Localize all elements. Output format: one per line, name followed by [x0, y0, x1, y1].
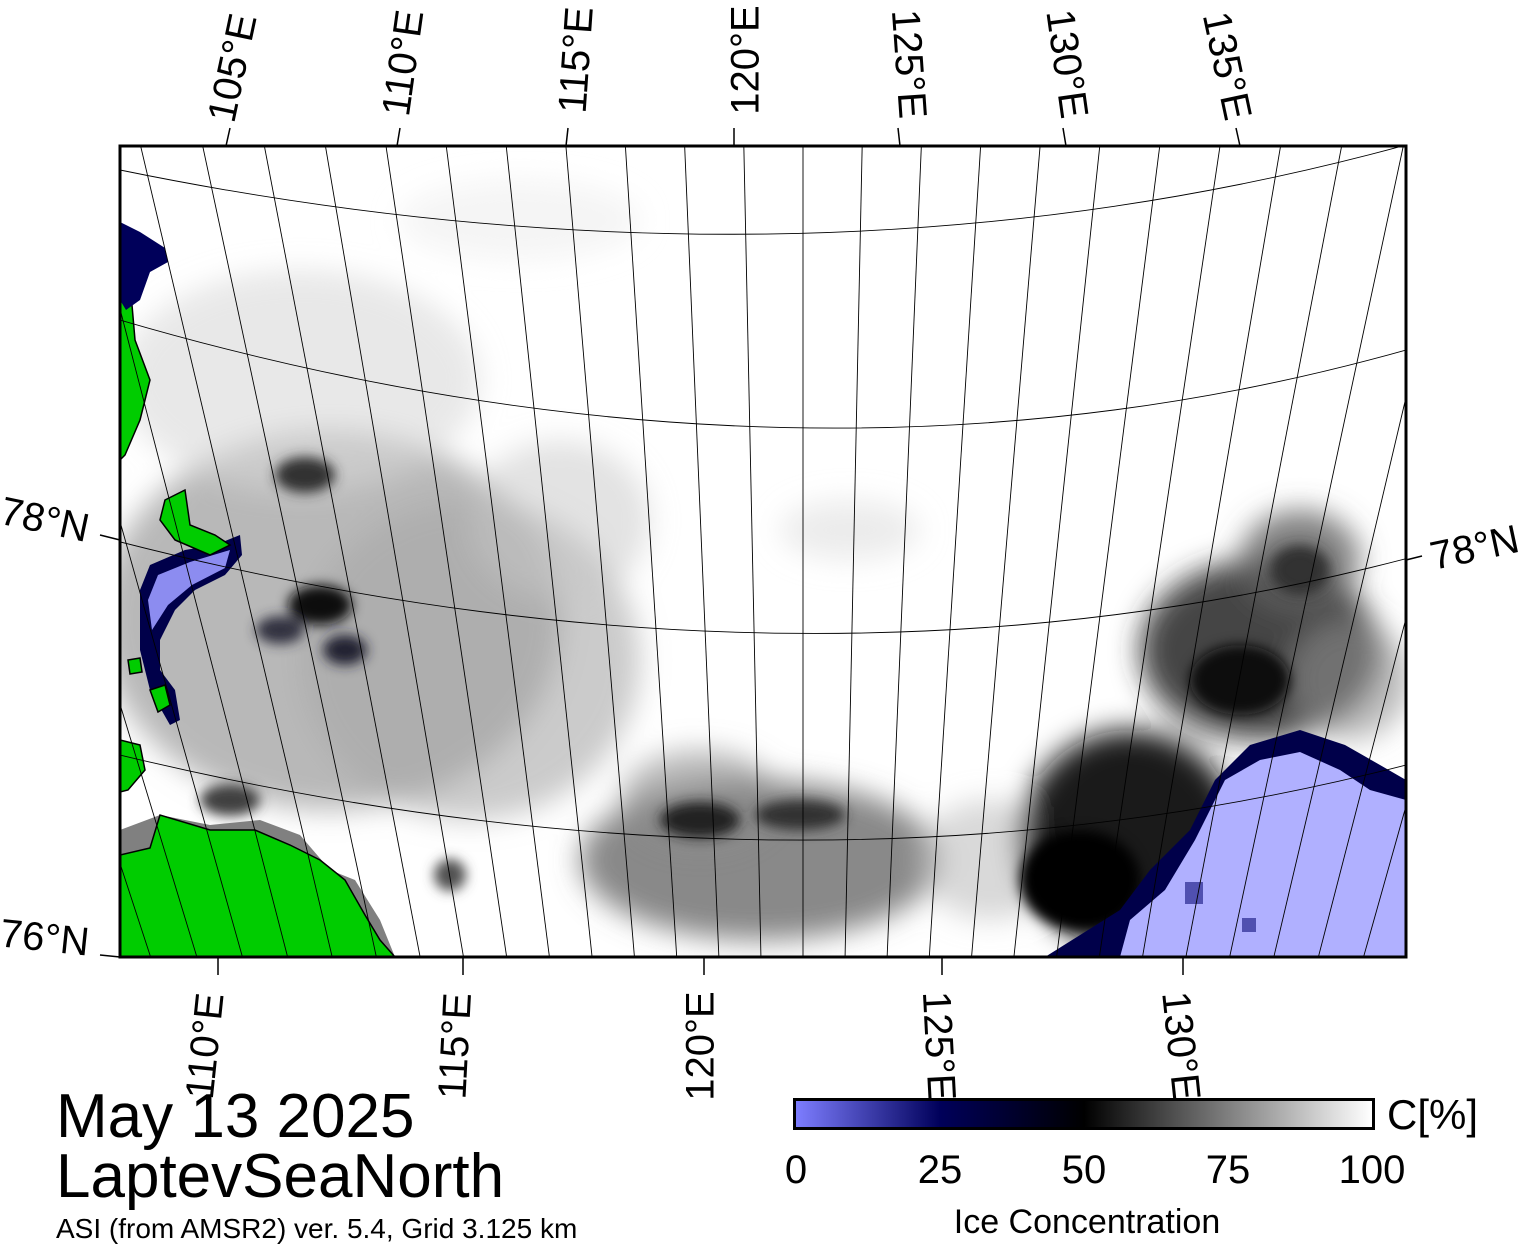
land	[120, 299, 397, 957]
meridian-line	[1317, 616, 1406, 957]
colorbar-tick-label: 50	[1061, 1148, 1107, 1192]
meridian-line	[0, 140, 9, 960]
meridian-line	[844, 146, 863, 957]
bottom-lon-label-130: 130°E	[1153, 989, 1209, 1103]
top-lon-label-120: 120°E	[723, 5, 768, 115]
meridian-line	[505, 146, 593, 957]
latitude-line	[120, 754, 1406, 841]
dense-ice-patches	[200, 457, 1330, 930]
latitude-line	[120, 541, 1406, 634]
western-lagoon-interior	[148, 550, 230, 630]
island-middle	[159, 488, 232, 556]
open-water-interior	[1120, 752, 1406, 957]
meridian-line	[1098, 146, 1221, 957]
colorbar-unit: C[%]	[1387, 1091, 1479, 1138]
meridian-line	[886, 146, 922, 957]
meridian-line	[1273, 395, 1406, 957]
meridian-line	[324, 146, 464, 957]
meridian-line	[120, 307, 289, 957]
top-lon-label-115: 115°E	[550, 5, 602, 115]
meridian-line	[445, 146, 550, 957]
data-source: ASI (from AMSR2) ver. 5.4, Grid 3.125 km	[56, 1213, 578, 1244]
lat-label-left-76: 76°N	[0, 911, 92, 965]
colorbar-tick-label: 100	[1338, 1148, 1406, 1192]
meridian-line	[1185, 146, 1343, 957]
colorbar-tick-label: 75	[1205, 1148, 1251, 1192]
meridian-line	[120, 519, 243, 957]
meridian-line	[684, 146, 720, 957]
map-frame	[118, 144, 1408, 959]
region-name: LaptevSeaNorth	[56, 1142, 505, 1211]
mainland	[120, 814, 397, 957]
meridian-line	[1229, 146, 1404, 957]
top-lon-label-125: 125°E	[882, 7, 935, 121]
colorbar-title: Ice Concentration	[953, 1203, 1221, 1241]
map-date: May 13 2025	[56, 1082, 415, 1151]
meridian-line	[1056, 146, 1161, 957]
island-small-a	[149, 684, 171, 714]
meridian-line	[928, 146, 982, 957]
meridian-line	[263, 146, 421, 957]
colorbar-tick-label: 0	[784, 1148, 808, 1192]
meridian-line	[385, 146, 508, 957]
meridian-line	[120, 702, 198, 957]
colorbar-tick-label: 25	[917, 1148, 963, 1192]
meridian-line	[1142, 146, 1282, 957]
graticule	[120, 146, 1406, 841]
bottom-lon-label-115: 115°E	[430, 991, 480, 1101]
meridian-line	[0, 140, 105, 960]
island-small-b	[127, 657, 143, 675]
bottom-lon-label-120: 120°E	[678, 991, 723, 1101]
island-south	[120, 739, 146, 793]
latitude-line	[120, 319, 1406, 429]
meridian-line	[624, 146, 678, 957]
meridian-line	[0, 140, 57, 960]
tick-marks	[99, 127, 1423, 975]
meridian-lines	[0, 140, 1406, 960]
meridian-line	[1363, 804, 1406, 957]
meridian-line	[565, 146, 635, 957]
open-water-patch	[1185, 882, 1203, 904]
meridian-line	[971, 146, 1041, 957]
coastal-ice-fringe	[120, 222, 168, 310]
meridian-line	[743, 146, 762, 957]
open-water-patch	[1242, 918, 1256, 932]
meridian-line	[202, 146, 377, 957]
bottom-lon-label-125: 125°E	[913, 990, 964, 1102]
meridian-line	[1013, 146, 1101, 957]
colorbar	[793, 1098, 1375, 1130]
meridian-line	[140, 146, 333, 957]
latitude-line	[120, 146, 1405, 235]
